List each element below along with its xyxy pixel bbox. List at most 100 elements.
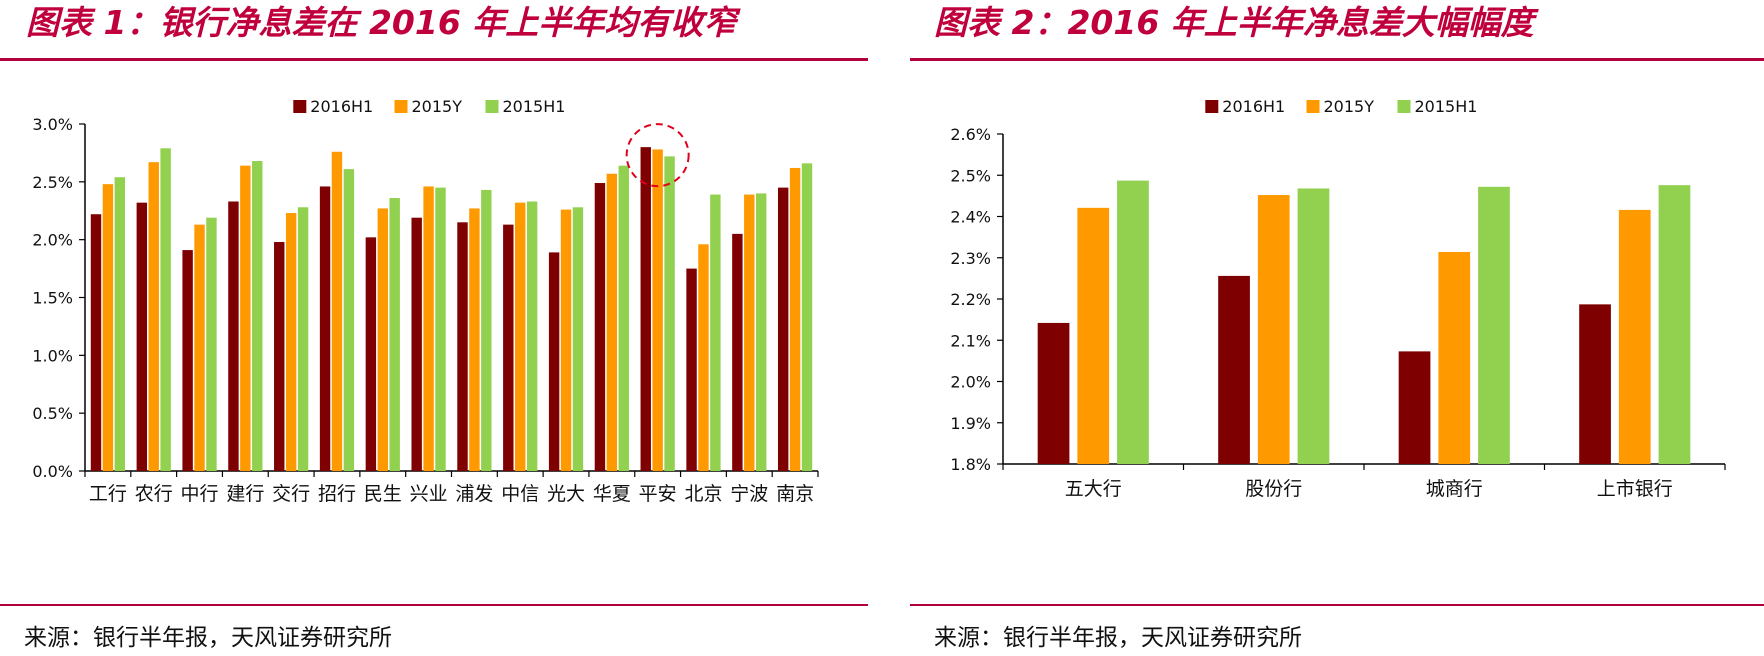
x-category-label: 招行	[318, 483, 356, 505]
legend: 2016H1 2015Y 2015H1	[1205, 97, 1477, 116]
x-category-label: 北京	[684, 483, 722, 505]
source-note: 来源：银行半年报，天风证券研究所	[24, 625, 392, 651]
bar-2015Y-股份行	[1257, 195, 1290, 465]
bar-2015Y-农行	[148, 162, 159, 472]
bar-2015H1-建行	[252, 161, 263, 471]
bar-2015Y-光大	[560, 209, 572, 472]
bar-2015Y-兴业	[423, 186, 434, 471]
bar-2016H1-北京	[686, 268, 697, 471]
bar-2016H1-光大	[548, 252, 560, 471]
y-tick-label: 1.5%	[32, 289, 73, 308]
bar-2016H1-交行	[274, 241, 285, 471]
bar-2016H1-招行	[319, 186, 331, 471]
bar-2015H1-浦发	[481, 189, 492, 471]
legend-swatch-2015Y	[394, 100, 408, 113]
bar-2015Y-建行	[240, 165, 251, 471]
figure-2: 图表 2：2016 年上半年净息差大幅幅度 1.8% 1.9% 2.0% 2.1% 2.…	[910, 0, 1764, 656]
highlight-circle	[625, 123, 690, 188]
y-tick-label: 2.3%	[950, 249, 991, 268]
bar-2016H1-民生	[365, 237, 377, 471]
source-rule	[910, 604, 1764, 606]
x-category-label: 宁波	[730, 483, 768, 505]
figure-title: 图表 2：2016 年上半年净息差大幅幅度	[934, 3, 1534, 42]
bar-2015H1-南京	[801, 163, 813, 471]
legend-label: 2015H1	[503, 97, 566, 116]
bar-2015Y-上市银行	[1618, 209, 1651, 464]
legend-label: 2015Y	[412, 97, 463, 116]
x-category-label: 股份行	[1245, 478, 1302, 500]
y-tick-label: 1.9%	[950, 414, 991, 433]
source-rule	[0, 604, 868, 606]
chart-1: 0.0% 0.5% 1.0% 1.5% 2.0% 2.5% 3.0% 工行 农行 中行 建行 交行 招行…	[32, 97, 819, 505]
bar-2016H1-兴业	[411, 217, 422, 471]
legend-label: 2016H1	[1222, 97, 1285, 116]
bar-2015H1-兴业	[435, 187, 446, 471]
bar-2015Y-南京	[789, 167, 801, 471]
y-tick-label: 2.0%	[32, 231, 73, 250]
bar-2016H1-中行	[182, 250, 193, 471]
bar-2015Y-华夏	[606, 173, 618, 471]
y-tick-label: 1.8%	[950, 455, 991, 474]
bar-2016H1-平安	[640, 147, 651, 471]
y-tick-label: 2.1%	[950, 331, 991, 350]
bar-2015Y-民生	[377, 208, 388, 472]
y-tick-label: 2.0%	[950, 373, 991, 392]
bar-2015H1-民生	[389, 198, 400, 471]
legend-swatch-2016H1	[1205, 100, 1219, 113]
y-tick-label: 2.2%	[950, 290, 991, 309]
x-category-label: 建行	[226, 483, 264, 505]
figure-1: 图表 1：银行净息差在 2016 年上半年均有收窄 0.0% 0.5% 1.0% 1.…	[0, 0, 868, 656]
y-tick-label: 2.6%	[950, 125, 991, 144]
bar-2015Y-城商行	[1438, 251, 1471, 464]
bar-2015H1-北京	[710, 194, 721, 471]
legend-swatch-2015H1	[485, 100, 499, 113]
legend-label: 2015H1	[1415, 97, 1478, 116]
bar-2016H1-建行	[228, 201, 239, 471]
bar-2015H1-上市银行	[1658, 185, 1691, 464]
x-category-label: 上市银行	[1597, 478, 1673, 500]
bar-2015H1-平安	[664, 156, 675, 472]
legend-label: 2015Y	[1324, 97, 1375, 116]
source-note: 来源：银行半年报，天风证券研究所	[934, 625, 1302, 651]
bar-2015H1-光大	[572, 207, 584, 471]
bar-2016H1-股份行	[1218, 275, 1250, 464]
x-category-label: 南京	[776, 483, 814, 505]
bar-2016H1-中信	[503, 224, 514, 471]
x-category-label: 中信	[501, 483, 539, 505]
bar-2016H1-城商行	[1398, 351, 1431, 464]
bar-2015Y-招行	[331, 151, 343, 471]
bar-2015H1-股份行	[1297, 188, 1330, 464]
x-category-label: 光大	[547, 483, 585, 505]
x-category-label: 工行	[89, 483, 127, 505]
y-tick-label: 2.5%	[32, 173, 73, 192]
x-category-label: 浦发	[455, 483, 493, 505]
bar-2015Y-中行	[194, 224, 205, 471]
title-rule	[910, 58, 1764, 61]
bar-2015Y-平安	[652, 149, 663, 472]
bar-2016H1-五大行	[1037, 322, 1070, 464]
bar-2015H1-华夏	[618, 165, 629, 471]
x-category-label: 民生	[364, 483, 402, 505]
bar-2015Y-中信	[515, 202, 526, 472]
title-rule	[0, 58, 868, 61]
bar-2016H1-工行	[90, 214, 102, 471]
x-category-label: 五大行	[1065, 478, 1122, 500]
bar-2015H1-中信	[526, 201, 538, 471]
x-category-label: 兴业	[410, 483, 448, 505]
bar-2015Y-五大行	[1077, 207, 1110, 464]
y-tick-label: 2.4%	[950, 208, 991, 227]
bar-2015H1-宁波	[755, 193, 767, 471]
y-tick-label: 0.5%	[32, 404, 73, 423]
bar-2016H1-农行	[136, 202, 148, 472]
x-category-label: 华夏	[593, 483, 631, 505]
y-tick-label: 1.0%	[32, 346, 73, 365]
bar-2015H1-五大行	[1117, 180, 1149, 465]
bar-2015H1-招行	[343, 169, 355, 472]
bar-2015Y-北京	[698, 244, 709, 471]
y-tick-label: 2.5%	[950, 166, 991, 185]
legend-swatch-2015H1	[1397, 100, 1411, 113]
legend: 2016H1 2015Y 2015H1	[293, 97, 565, 116]
bar-2015H1-交行	[297, 207, 309, 471]
legend-label: 2016H1	[310, 97, 373, 116]
x-category-label: 中行	[181, 483, 219, 505]
